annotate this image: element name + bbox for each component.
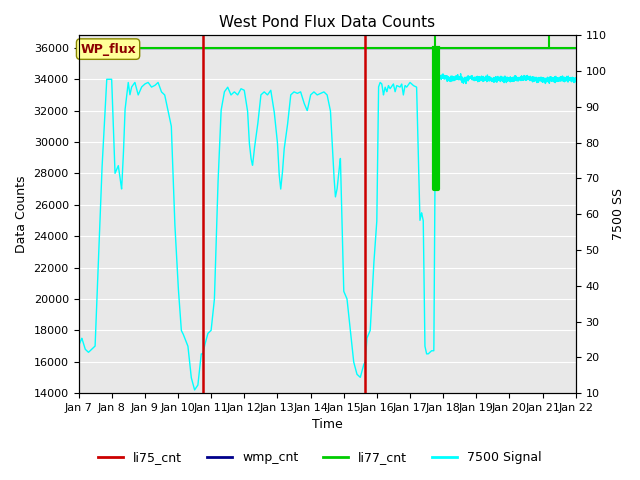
X-axis label: Time: Time	[312, 419, 342, 432]
Title: West Pond Flux Data Counts: West Pond Flux Data Counts	[219, 15, 435, 30]
Text: WP_flux: WP_flux	[80, 43, 136, 56]
Y-axis label: 7500 SS: 7500 SS	[612, 188, 625, 240]
Legend: li75_cnt, wmp_cnt, li77_cnt, 7500 Signal: li75_cnt, wmp_cnt, li77_cnt, 7500 Signal	[93, 446, 547, 469]
Y-axis label: Data Counts: Data Counts	[15, 176, 28, 253]
